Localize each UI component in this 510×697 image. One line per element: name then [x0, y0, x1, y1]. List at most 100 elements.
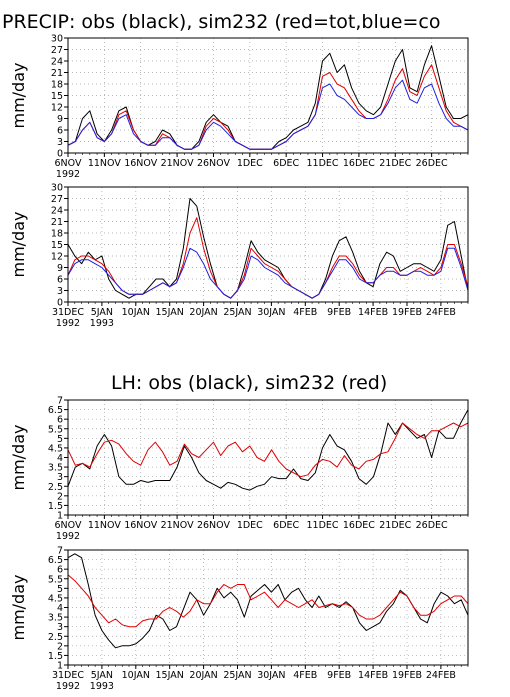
y-tick-label: 24 [51, 57, 63, 68]
y-tick-label: 4.5 [48, 443, 63, 454]
x-tick-label: 5JAN [91, 307, 113, 318]
x-tick-label: 21DEC [379, 158, 411, 169]
x-tick-label: 6NOV [55, 520, 82, 531]
x-tick-label: 11DEC [307, 158, 339, 169]
y-tick-label: 4 [57, 453, 63, 464]
y-tick-label: 30 [51, 183, 63, 194]
x-tick-year-label: 1992 [56, 169, 80, 180]
x-tick-label: 20JAN [189, 670, 217, 681]
x-tick-label: 26NOV [197, 158, 231, 169]
x-tick-label: 10JAN [122, 307, 150, 318]
series-conv-line [67, 247, 469, 299]
y-tick-label: 4.5 [48, 593, 63, 604]
y-tick-label: 6 [57, 126, 63, 137]
x-tick-label: 14FEB [358, 307, 388, 318]
x-tick-label: 1DEC [237, 158, 263, 169]
x-tick-label: 21NOV [161, 520, 195, 531]
y-tick-label: 7 [57, 396, 63, 407]
y-axis-label: mm/day [9, 212, 28, 278]
x-tick-label: 26NOV [197, 520, 231, 531]
x-tick-label: 15JAN [156, 307, 184, 318]
lh-panel-2: 11.522.533.544.555.566.5731DEC19925JAN19… [9, 546, 469, 692]
x-tick-label: 16DEC [343, 158, 375, 169]
series-obs-line [67, 553, 469, 649]
x-tick-label: 16NOV [124, 158, 158, 169]
x-tick-label: 11NOV [88, 158, 122, 169]
x-tick-label: 26DEC [416, 158, 448, 169]
y-tick-label: 6.5 [48, 405, 63, 416]
y-tick-label: 2.5 [48, 632, 63, 643]
x-tick-label: 15JAN [156, 670, 184, 681]
series-obs-line [67, 409, 469, 491]
series-tot-line [67, 574, 469, 628]
y-tick-label: 9 [57, 263, 63, 274]
y-axis-label: mm/day [9, 63, 28, 129]
y-tick-label: 0 [57, 149, 63, 160]
x-tick-label: 1DEC [237, 520, 263, 531]
x-tick-label: 20JAN [189, 307, 217, 318]
x-tick-label: 10JAN [122, 670, 150, 681]
x-tick-label: 9FEB [327, 670, 351, 681]
y-tick-label: 2.5 [48, 482, 63, 493]
x-tick-label: 30JAN [257, 670, 285, 681]
x-tick-label: 24FEB [426, 307, 456, 318]
y-tick-label: 15 [51, 240, 63, 251]
y-tick-label: 5.5 [48, 424, 63, 435]
y-axis-label: mm/day [9, 425, 28, 491]
y-tick-label: 27 [51, 194, 63, 205]
x-tick-label: 9FEB [327, 307, 351, 318]
y-tick-label: 18 [51, 229, 63, 240]
x-tick-label: 16DEC [343, 520, 375, 531]
y-axis-label: mm/day [9, 575, 28, 641]
y-tick-label: 6 [57, 415, 63, 426]
y-tick-label: 1.5 [48, 501, 63, 512]
x-tick-label: 19FEB [392, 670, 422, 681]
x-tick-label: 11DEC [307, 520, 339, 531]
x-tick-label: 24FEB [426, 670, 456, 681]
x-tick-year-label: 1993 [90, 318, 114, 329]
y-tick-label: 12 [51, 252, 63, 263]
x-tick-label: 4FEB [293, 307, 317, 318]
y-tick-label: 24 [51, 206, 63, 217]
y-tick-label: 6 [57, 565, 63, 576]
series-tot-line [67, 217, 469, 299]
x-tick-year-label: 1992 [56, 318, 80, 329]
y-tick-label: 7 [57, 546, 63, 557]
series-conv-line [67, 79, 469, 150]
y-tick-label: 2 [57, 491, 63, 502]
x-tick-label: 6NOV [55, 158, 82, 169]
precip-title: PRECIP: obs (black), sim232 (red=tot,blu… [2, 11, 440, 33]
x-tick-label: 25JAN [223, 670, 251, 681]
y-tick-label: 5.5 [48, 574, 63, 585]
x-tick-label: 30JAN [257, 307, 285, 318]
y-tick-label: 21 [51, 68, 63, 79]
lh-title: LH: obs (black), sim232 (red) [111, 372, 387, 394]
x-tick-label: 16NOV [124, 520, 158, 531]
y-tick-label: 21 [51, 217, 63, 228]
y-tick-label: 15 [51, 91, 63, 102]
x-tick-label: 5JAN [91, 670, 113, 681]
x-tick-label: 11NOV [88, 520, 122, 531]
x-tick-label: 21DEC [379, 520, 411, 531]
x-tick-year-label: 1992 [56, 531, 80, 542]
y-tick-label: 3 [57, 622, 63, 633]
y-tick-label: 3 [57, 137, 63, 148]
x-tick-label: 6DEC [273, 520, 299, 531]
x-tick-label: 19FEB [392, 307, 422, 318]
y-tick-label: 4 [57, 603, 63, 614]
x-tick-label: 31DEC [52, 307, 84, 318]
y-tick-label: 6 [57, 275, 63, 286]
y-tick-label: 5 [57, 434, 63, 445]
y-tick-label: 3.5 [48, 613, 63, 624]
y-tick-label: 3 [57, 286, 63, 297]
y-tick-label: 9 [57, 114, 63, 125]
y-tick-label: 30 [51, 34, 63, 45]
y-tick-label: 3.5 [48, 463, 63, 474]
y-tick-label: 5 [57, 584, 63, 595]
y-tick-label: 1 [57, 661, 63, 672]
y-tick-label: 18 [51, 80, 63, 91]
y-tick-label: 27 [51, 45, 63, 56]
